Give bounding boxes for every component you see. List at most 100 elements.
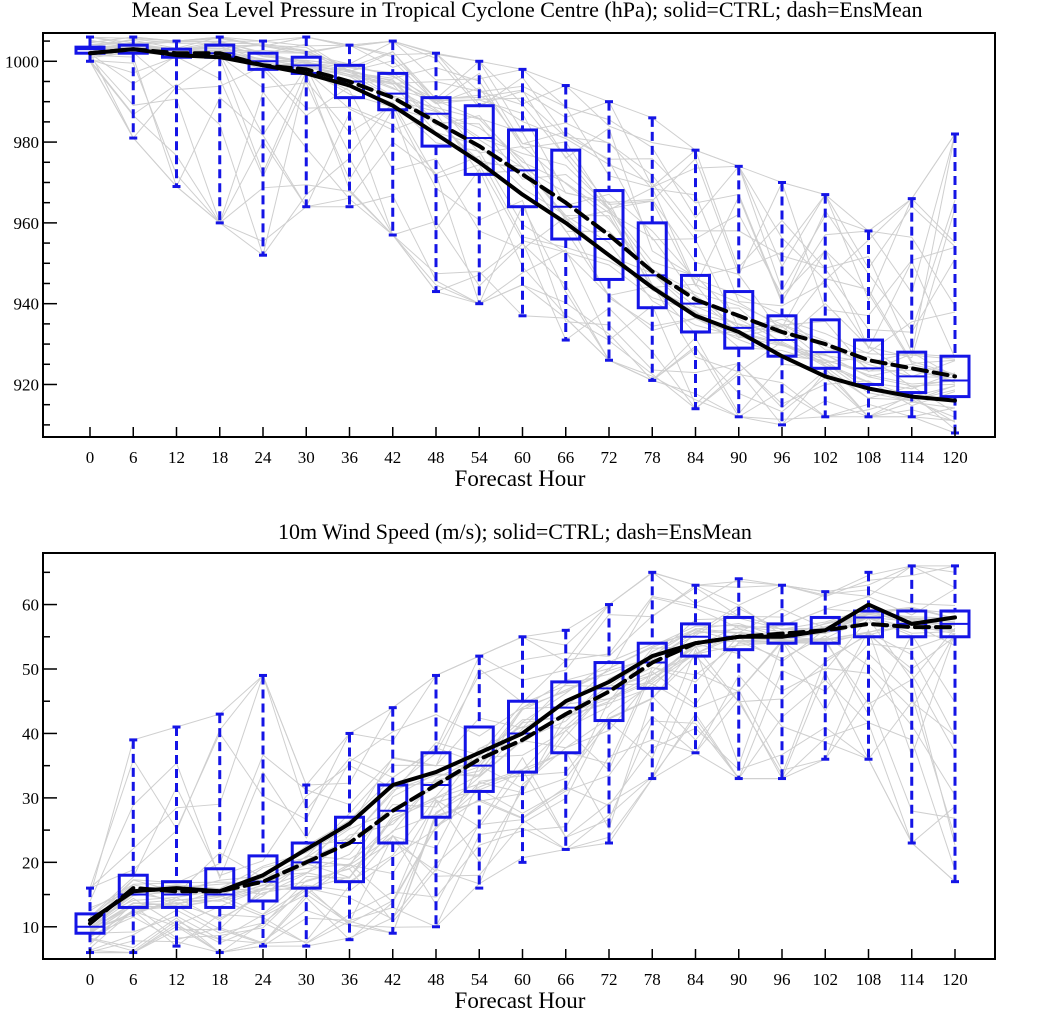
pressure-axes: 920 940 960 980 1000 0 6 12 18 24 30 36 42 48 54 60 66 72… [5, 40, 968, 467]
pressure-x-tick-label: 114 [899, 448, 924, 467]
pressure-marks [74, 35, 971, 435]
pressure-iqr-box [809, 318, 841, 370]
pressure-x-tick-label: 120 [942, 448, 968, 467]
wind-x-tick-label: 84 [687, 970, 705, 989]
pressure-member-line [89, 56, 956, 407]
pressure-x-tick-label: 48 [428, 448, 445, 467]
pressure-x-tick-label: 36 [341, 448, 358, 467]
pressure-x-tick-label: 72 [601, 448, 618, 467]
pressure-x-tick-label: 12 [168, 448, 185, 467]
wind-x-axis-label: Forecast Hour [455, 988, 586, 1011]
pressure-ensmean-line [88, 47, 957, 379]
wind-iqr-box [550, 680, 582, 755]
wind-panel: 10m Wind Speed (m/s); solid=CTRL; dash=E… [22, 519, 996, 1011]
pressure-x-tick-label: 30 [298, 448, 315, 467]
wind-y-tick-label: 30 [22, 789, 39, 808]
pressure-box [680, 148, 711, 411]
pressure-x-tick-label: 66 [557, 448, 574, 467]
wind-x-tick-label: 102 [813, 970, 839, 989]
pressure-plot-frame [42, 32, 996, 438]
pressure-x-tick-label: 24 [255, 448, 273, 467]
pressure-iqr-box [593, 189, 625, 281]
wind-x-tick-label: 0 [86, 970, 95, 989]
wind-x-tick-label: 36 [341, 970, 358, 989]
pressure-iqr-box [420, 96, 452, 148]
wind-x-tick-label: 90 [730, 970, 747, 989]
pressure-y-tick-label: 1000 [5, 52, 39, 71]
pressure-x-axis-label: Forecast Hour [455, 466, 586, 491]
pressure-box [74, 35, 106, 63]
wind-x-tick-label: 6 [129, 970, 138, 989]
pressure-panel: Mean Sea Level Pressure in Tropical Cycl… [5, 0, 996, 491]
wind-x-tick-label: 96 [774, 970, 791, 989]
wind-x-tick-label: 30 [298, 970, 315, 989]
pressure-member-line [89, 38, 956, 332]
pressure-box [161, 39, 192, 189]
pressure-box [463, 59, 495, 306]
wind-iqr-box [74, 912, 106, 935]
wind-x-tick-label: 66 [557, 970, 574, 989]
wind-x-tick-label: 108 [856, 970, 882, 989]
pressure-x-tick-label: 102 [813, 448, 839, 467]
pressure-x-tick-label: 78 [644, 448, 661, 467]
wind-x-tick-label: 72 [601, 970, 618, 989]
wind-x-tick-label: 18 [211, 970, 228, 989]
pressure-y-tick-label: 920 [14, 375, 40, 394]
pressure-title: Mean Sea Level Pressure in Tropical Cycl… [131, 0, 922, 22]
wind-box [723, 577, 755, 781]
pressure-ctrl-line [88, 47, 957, 403]
wind-box [117, 738, 149, 955]
pressure-x-tick-label: 54 [471, 448, 489, 467]
wind-box [636, 570, 668, 781]
wind-box [161, 725, 192, 948]
pressure-x-tick-label: 6 [129, 448, 138, 467]
pressure-x-tick-label: 84 [687, 448, 705, 467]
wind-x-tick-label: 12 [168, 970, 185, 989]
pressure-iqr-box [939, 354, 971, 399]
wind-box [204, 712, 236, 955]
pressure-x-tick-label: 0 [86, 448, 95, 467]
pressure-box [247, 39, 279, 257]
wind-ensmean-line [88, 621, 957, 926]
wind-iqr-box [723, 615, 755, 652]
wind-title: 10m Wind Speed (m/s); solid=CTRL; dash=E… [278, 519, 752, 544]
pressure-x-tick-label: 108 [856, 448, 882, 467]
pressure-member-line [89, 61, 956, 420]
wind-x-tick-label: 60 [514, 970, 531, 989]
pressure-y-tick-label: 960 [14, 214, 40, 233]
pressure-x-tick-label: 42 [384, 448, 401, 467]
wind-box [680, 583, 711, 755]
pressure-member-line [89, 59, 956, 418]
wind-axes: 10 20 30 40 50 60 0 6 12 18 24 30 36 42 48 54 60 66 72 78 84… [22, 571, 968, 989]
wind-x-tick-label: 24 [255, 970, 273, 989]
wind-box [550, 628, 582, 851]
wind-box [420, 673, 452, 929]
wind-y-tick-label: 40 [22, 724, 39, 743]
pressure-iqr-box [463, 104, 495, 176]
wind-x-tick-label: 120 [942, 970, 968, 989]
pressure-box [939, 132, 971, 435]
wind-x-tick-label: 54 [471, 970, 489, 989]
pressure-box [636, 116, 668, 382]
wind-member-line [89, 629, 956, 951]
pressure-box [290, 35, 322, 209]
wind-member-line [89, 634, 956, 952]
wind-y-tick-label: 10 [22, 918, 39, 937]
wind-member-line [89, 697, 956, 954]
wind-iqr-box [507, 699, 538, 774]
pressure-iqr-box [507, 128, 538, 209]
pressure-box [593, 100, 625, 362]
wind-box [593, 603, 625, 845]
wind-x-tick-label: 48 [428, 970, 445, 989]
pressure-x-tick-label: 90 [730, 448, 747, 467]
pressure-iqr-box [636, 221, 668, 310]
wind-y-tick-label: 60 [22, 596, 39, 615]
wind-y-tick-label: 50 [22, 660, 39, 679]
wind-iqr-box [290, 841, 322, 890]
pressure-x-tick-label: 96 [774, 448, 791, 467]
wind-y-tick-label: 20 [22, 853, 39, 872]
pressure-y-tick-label: 940 [14, 295, 40, 314]
pressure-y-tick-label: 980 [14, 133, 40, 152]
wind-x-tick-label: 114 [899, 970, 924, 989]
